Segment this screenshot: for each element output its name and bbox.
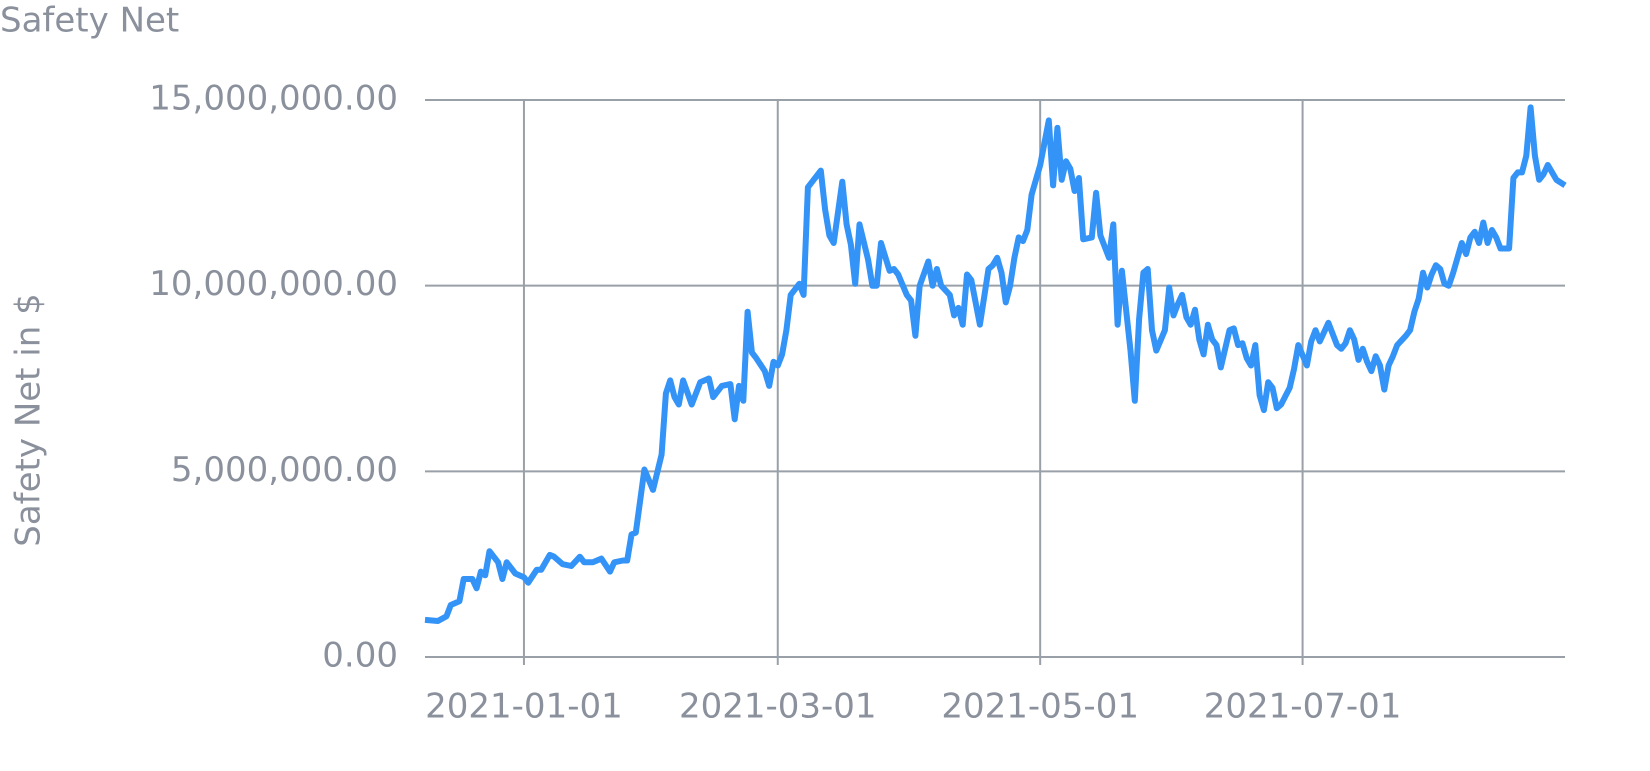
x-tick-label: 2021-03-01: [679, 687, 877, 727]
x-tick-label: 2021-07-01: [1204, 687, 1402, 727]
y-tick-label: 5,000,000.00: [171, 450, 398, 490]
y-axis-title: Safety Net in $: [9, 293, 49, 547]
chart-title: Safety Net: [0, 1, 179, 41]
y-tick-label: 10,000,000.00: [149, 264, 398, 304]
y-tick-label: 0.00: [322, 636, 398, 676]
y-tick-label: 15,000,000.00: [149, 79, 398, 119]
x-tick-label: 2021-01-01: [425, 687, 623, 727]
data-line: [424, 104, 1567, 624]
x-tick-label: 2021-05-01: [941, 687, 1139, 727]
